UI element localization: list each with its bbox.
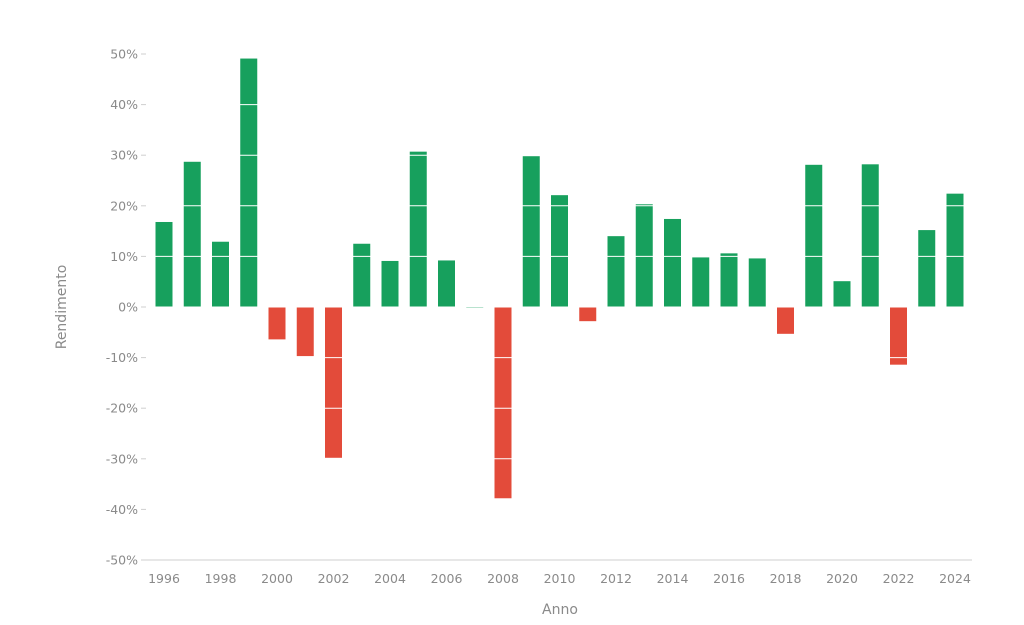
bar-1996 — [155, 221, 173, 307]
y-axis-title: Rendimento — [54, 265, 70, 350]
bar-2022 — [890, 307, 907, 365]
y-tick-label: -30% — [106, 451, 138, 466]
bar-2013 — [635, 204, 653, 307]
x-tick-label: 2014 — [657, 571, 689, 586]
x-tick-label: 2010 — [544, 571, 576, 586]
bar-2019 — [805, 164, 823, 307]
bar-2018 — [777, 307, 794, 334]
bar-2017 — [748, 258, 766, 307]
bar-1999 — [240, 58, 258, 307]
bar-2021 — [861, 164, 879, 307]
bar-2015 — [692, 257, 710, 307]
x-axis: 1996 1998 2000 2002 2004 2006 2008 2010 2012 2014… — [146, 559, 972, 586]
bar-2012 — [607, 236, 625, 307]
bars-layer — [155, 58, 964, 499]
bar-2016 — [720, 253, 738, 307]
bar-2004 — [381, 260, 399, 307]
y-tick-label: 20% — [110, 198, 138, 213]
x-tick-label: 2006 — [431, 571, 463, 586]
bar-2010 — [551, 195, 568, 307]
bar-2009 — [522, 156, 540, 307]
bar-2008 — [494, 307, 512, 499]
y-tick-label: 0% — [118, 300, 138, 315]
x-tick-label: 2002 — [318, 571, 350, 586]
x-tick-label: 2000 — [261, 571, 293, 586]
bar-1997 — [183, 161, 201, 307]
x-tick-label: 2022 — [883, 571, 915, 586]
x-axis-title: Anno — [542, 602, 578, 618]
y-tick-label: -10% — [106, 350, 138, 365]
bar-2001 — [296, 307, 314, 357]
x-tick-label: 1998 — [205, 571, 237, 586]
bar-2014 — [664, 218, 681, 307]
bar-2020 — [833, 281, 851, 307]
y-tick-label: 30% — [110, 148, 138, 163]
bar-2005 — [409, 151, 427, 307]
x-tick-label: 2018 — [770, 571, 802, 586]
bar-2023 — [918, 230, 936, 307]
x-tick-label: 1996 — [148, 571, 180, 586]
bar-2006 — [438, 260, 455, 307]
bar-2000 — [268, 307, 286, 340]
y-tick-label: -40% — [106, 502, 138, 517]
y-tick-label: -50% — [106, 553, 138, 568]
y-tick-label: -20% — [106, 401, 138, 416]
y-tick-label: 10% — [110, 249, 138, 264]
bar-2011 — [579, 307, 597, 322]
y-axis: 50% 40% 30% 20% 10% 0% -10% -20% -30% -40% -50% — [106, 47, 146, 568]
x-tick-label: 2012 — [600, 571, 632, 586]
bar-1998 — [212, 241, 229, 307]
bar-2002 — [325, 307, 342, 458]
x-tick-label: 2004 — [374, 571, 406, 586]
bar-2024 — [946, 193, 964, 307]
bar-2003 — [353, 243, 371, 307]
y-tick-label: 40% — [110, 97, 138, 112]
gridlines-layer — [146, 53, 972, 510]
x-tick-label: 2008 — [487, 571, 519, 586]
y-tick-label: 50% — [110, 47, 138, 62]
x-tick-label: 2016 — [713, 571, 745, 586]
x-tick-label: 2024 — [939, 571, 971, 586]
x-tick-label: 2020 — [826, 571, 858, 586]
